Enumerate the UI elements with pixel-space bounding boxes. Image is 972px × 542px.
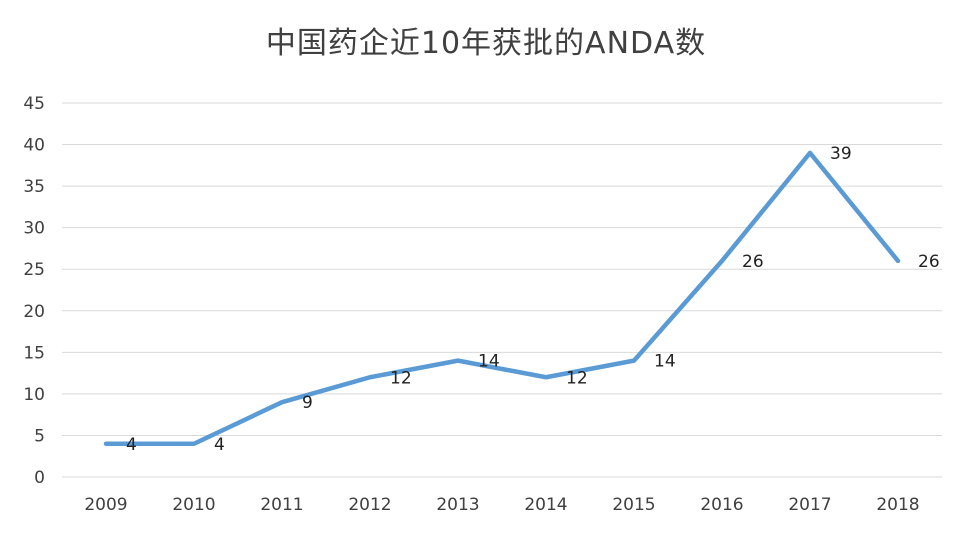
- x-tick-label: 2014: [524, 495, 567, 515]
- data-label: 14: [654, 352, 676, 372]
- data-label: 12: [566, 368, 588, 388]
- y-tick-label: 10: [23, 385, 45, 405]
- y-tick-label: 35: [23, 177, 45, 197]
- y-tick-label: 30: [23, 219, 45, 239]
- data-label: 9: [302, 393, 313, 413]
- y-tick-label: 20: [23, 302, 45, 322]
- x-tick-label: 2010: [172, 495, 215, 515]
- data-label: 4: [126, 435, 137, 455]
- x-tick-label: 2013: [436, 495, 479, 515]
- x-tick-label: 2012: [348, 495, 391, 515]
- y-axis-ticks: 0 5 10 15 20 25 30 35 40 45: [23, 94, 45, 488]
- data-labels: 4 4 9 12 14 12 14 26 39 26: [126, 144, 940, 455]
- data-label: 26: [918, 252, 940, 272]
- x-tick-label: 2011: [260, 495, 303, 515]
- data-label: 26: [742, 252, 764, 272]
- x-axis-ticks: 2009 2010 2011 2012 2013 2014 2015 2016 2017 2018: [84, 495, 919, 515]
- data-label: 14: [478, 352, 500, 372]
- x-tick-label: 2009: [84, 495, 127, 515]
- y-tick-label: 40: [23, 136, 45, 156]
- y-tick-label: 0: [34, 468, 45, 488]
- gridlines: [62, 102, 942, 478]
- data-label: 12: [390, 368, 412, 388]
- y-tick-label: 15: [23, 343, 45, 363]
- series: [103, 150, 901, 447]
- y-tick-label: 5: [34, 426, 45, 446]
- x-tick-label: 2015: [612, 495, 655, 515]
- x-tick-label: 2016: [700, 495, 743, 515]
- y-tick-label: 25: [23, 260, 45, 280]
- x-tick-label: 2018: [876, 495, 919, 515]
- series-line: [103, 150, 901, 447]
- chart-title: 中国药企近10年获批的ANDA数: [265, 26, 707, 61]
- y-tick-label: 45: [23, 94, 45, 114]
- data-label: 39: [830, 144, 852, 164]
- x-tick-label: 2017: [788, 495, 831, 515]
- data-label: 4: [214, 435, 225, 455]
